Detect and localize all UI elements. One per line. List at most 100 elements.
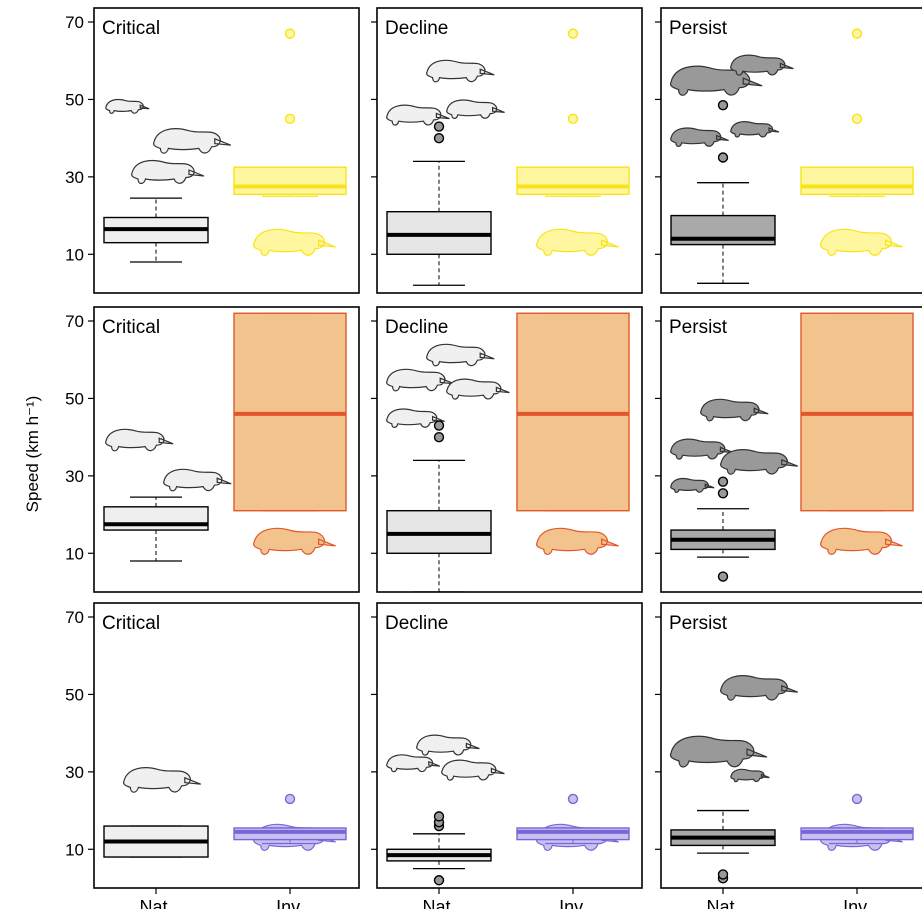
y-tick-label: 70 <box>65 13 84 32</box>
y-axis-label: Speed (km h⁻¹) <box>23 396 42 513</box>
y-tick-label: 70 <box>65 312 84 331</box>
panel-border <box>376 602 643 889</box>
panel-label: Persist <box>669 317 728 338</box>
inv-outlier-point <box>567 28 579 39</box>
invasive-predator-silhouette <box>252 527 336 556</box>
invasive-predator-silhouette <box>819 527 903 556</box>
native-species-silhouette <box>670 477 715 493</box>
panel-r3-critical: 10 30 50 70 Critical Nat. Inv. <box>65 602 360 909</box>
y-tick-label: 50 <box>65 685 84 704</box>
panel-label: Critical <box>102 18 160 39</box>
invasive-predator-silhouette <box>535 228 619 257</box>
y-tick-label: 50 <box>65 90 84 109</box>
native-species-silhouette <box>123 767 202 793</box>
inv-outlier-point <box>851 28 863 39</box>
y-tick-label: 70 <box>65 608 84 627</box>
y-tick-label: 10 <box>65 245 84 264</box>
native-species-silhouette <box>131 159 205 185</box>
x-tick-label: Inv. <box>843 897 871 909</box>
panel-r2-decline: Decline <box>371 306 643 593</box>
native-species-silhouette <box>446 99 505 119</box>
inv-outlier-point <box>284 793 296 805</box>
nat-outlier-point <box>433 431 445 443</box>
nat-outlier-point <box>433 132 445 144</box>
x-tick-label: Nat. <box>139 897 172 909</box>
native-species-silhouette <box>730 54 794 76</box>
panel-content <box>103 312 347 562</box>
panel-content <box>669 675 914 884</box>
native-species-silhouette <box>426 59 495 83</box>
panel-r3-persist: Persist Nat. Inv. <box>655 602 922 909</box>
native-species-silhouette <box>441 759 505 781</box>
panel-r1-persist: Persist <box>655 7 922 294</box>
panel-border <box>376 306 643 593</box>
inv-outlier-point <box>284 28 296 39</box>
native-species-silhouette <box>105 428 174 452</box>
native-species-silhouette <box>730 121 780 138</box>
inv-box <box>233 166 347 195</box>
inv-outlier-point <box>567 113 579 124</box>
native-species-silhouette <box>153 128 232 154</box>
invasive-predator-silhouette <box>819 228 903 257</box>
panel-r2-critical: 10 30 50 70 Critical <box>65 306 360 593</box>
native-species-silhouette <box>670 438 734 460</box>
panel-content <box>386 28 630 286</box>
inv-outlier-point <box>567 793 579 805</box>
y-tick-label: 30 <box>65 168 84 187</box>
panel-r1-decline: Decline <box>371 7 643 294</box>
inv-box <box>800 166 914 195</box>
native-species-silhouette <box>386 104 450 126</box>
nat-outlier-point <box>433 121 445 132</box>
y-tick-label: 10 <box>65 840 84 859</box>
panel-border <box>93 7 360 294</box>
nat-outlier-point <box>433 811 445 822</box>
panel-r2-persist: Persist <box>655 306 922 593</box>
native-species-silhouette <box>105 98 150 114</box>
panel-label: Critical <box>102 317 160 338</box>
native-species-silhouette <box>669 735 768 768</box>
nat-outlier-point <box>433 875 445 886</box>
panel-content <box>103 767 347 858</box>
native-species-silhouette <box>730 768 770 783</box>
nat-box <box>103 506 209 531</box>
panel-border <box>93 602 360 889</box>
native-species-silhouette <box>720 675 799 701</box>
panel-label: Critical <box>102 613 160 634</box>
panel-border <box>376 7 643 294</box>
invasive-predator-silhouette <box>252 228 336 257</box>
native-species-silhouette <box>386 368 455 392</box>
x-tick-label: Inv. <box>559 897 587 909</box>
panel-border <box>660 7 922 294</box>
native-species-silhouette <box>426 343 495 367</box>
nat-outlier-point <box>717 571 729 582</box>
y-tick-label: 10 <box>65 544 84 563</box>
native-species-silhouette <box>720 449 799 475</box>
panel-border <box>660 306 922 593</box>
native-species-silhouette <box>386 754 441 773</box>
panel-border <box>93 306 360 593</box>
nat-outlier-point <box>717 488 729 499</box>
panel-r3-decline: Decline Nat. Inv. <box>371 602 643 909</box>
inv-outlier-point <box>284 113 296 124</box>
panel-label: Decline <box>385 613 448 634</box>
nat-outlier-point <box>717 869 729 880</box>
nat-outlier-point <box>433 420 445 431</box>
panel-border <box>660 602 922 889</box>
x-tick-label: Nat. <box>706 897 739 909</box>
panel-r1-critical: 10 30 50 70 Critical <box>65 7 360 294</box>
panel-label: Persist <box>669 18 728 39</box>
native-species-silhouette <box>670 127 729 147</box>
panel-content <box>386 734 630 886</box>
native-species-silhouette <box>416 734 480 756</box>
native-species-silhouette <box>163 468 232 492</box>
native-species-silhouette <box>700 398 769 422</box>
panel-label: Decline <box>385 317 448 338</box>
y-tick-label: 30 <box>65 467 84 486</box>
panel-content <box>103 28 347 263</box>
x-tick-label: Nat. <box>422 897 455 909</box>
inv-box <box>516 166 630 195</box>
native-species-silhouette <box>446 378 510 400</box>
x-tick-label: Inv. <box>276 897 304 909</box>
inv-outlier-point <box>851 113 863 124</box>
